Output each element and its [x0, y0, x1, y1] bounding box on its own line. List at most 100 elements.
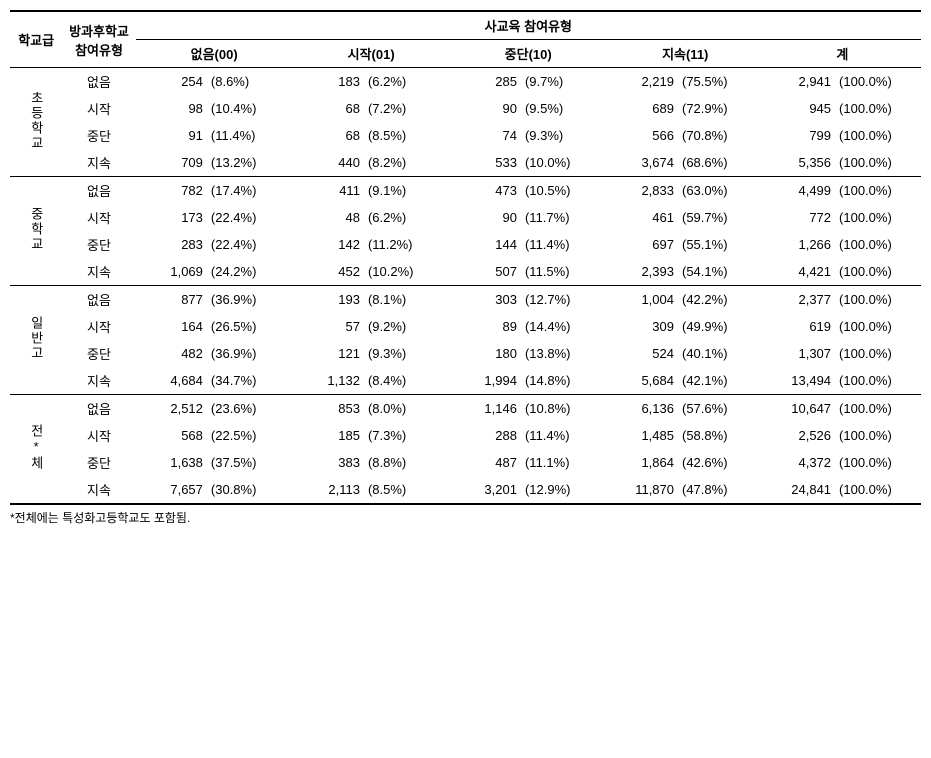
row-label: 지속: [62, 258, 135, 286]
cell-num: 91: [136, 122, 209, 149]
table-row: 지속 7,657(30.8%) 2,113(8.5%) 3,201(12.9%)…: [10, 476, 921, 504]
cell-num: 121: [293, 340, 366, 367]
cell-num: 48: [293, 204, 366, 231]
cell-num: 1,132: [293, 367, 366, 395]
cell-num: 568: [136, 422, 209, 449]
cell-pct: (14.8%): [523, 367, 607, 395]
cell-num: 173: [136, 204, 209, 231]
cell-pct: (100.0%): [837, 286, 921, 314]
cell-num: 383: [293, 449, 366, 476]
cell-num: 2,393: [607, 258, 680, 286]
cell-pct: (10.4%): [209, 95, 293, 122]
cell-num: 2,833: [607, 177, 680, 205]
row-label: 시작: [62, 422, 135, 449]
cell-pct: (40.1%): [680, 340, 764, 367]
row-label: 지속: [62, 367, 135, 395]
cell-num: 524: [607, 340, 680, 367]
cell-num: 303: [450, 286, 523, 314]
cell-num: 13,494: [764, 367, 837, 395]
cell-pct: (36.9%): [209, 340, 293, 367]
cell-pct: (8.5%): [366, 122, 450, 149]
cell-pct: (9.7%): [523, 68, 607, 96]
cell-pct: (55.1%): [680, 231, 764, 258]
cell-pct: (49.9%): [680, 313, 764, 340]
cell-pct: (7.3%): [366, 422, 450, 449]
cell-pct: (59.7%): [680, 204, 764, 231]
footnote: *전체에는 특성화고등학교도 포함됨.: [10, 509, 921, 526]
level-general-high: 일반고: [27, 316, 46, 361]
cell-pct: (100.0%): [837, 258, 921, 286]
cell-pct: (22.4%): [209, 231, 293, 258]
cell-num: 452: [293, 258, 366, 286]
cell-pct: (11.4%): [209, 122, 293, 149]
table-row: 중단 1,638(37.5%) 383(8.8%) 487(11.1%) 1,8…: [10, 449, 921, 476]
cell-pct: (100.0%): [837, 395, 921, 423]
cell-pct: (36.9%): [209, 286, 293, 314]
data-table: 학교급 방과후학교 참여유형 사교육 참여유형 없음(00) 시작(01) 중단…: [10, 10, 921, 505]
header-stop: 중단(10): [450, 40, 607, 68]
cell-num: 877: [136, 286, 209, 314]
cell-pct: (11.4%): [523, 231, 607, 258]
cell-num: 411: [293, 177, 366, 205]
cell-pct: (10.8%): [523, 395, 607, 423]
cell-num: 68: [293, 95, 366, 122]
header-total: 계: [764, 40, 921, 68]
cell-num: 482: [136, 340, 209, 367]
cell-num: 309: [607, 313, 680, 340]
table-row: 일반고 없음 877(36.9%) 193(8.1%) 303(12.7%) 1…: [10, 286, 921, 314]
cell-num: 507: [450, 258, 523, 286]
row-label: 중단: [62, 449, 135, 476]
cell-num: 5,684: [607, 367, 680, 395]
row-label: 시작: [62, 313, 135, 340]
cell-pct: (22.4%): [209, 204, 293, 231]
cell-pct: (10.2%): [366, 258, 450, 286]
cell-pct: (8.4%): [366, 367, 450, 395]
cell-pct: (70.8%): [680, 122, 764, 149]
cell-pct: (12.7%): [523, 286, 607, 314]
cell-pct: (8.6%): [209, 68, 293, 96]
cell-num: 6,136: [607, 395, 680, 423]
table-row: 지속 709(13.2%) 440(8.2%) 533(10.0%) 3,674…: [10, 149, 921, 177]
header-none: 없음(00): [136, 40, 293, 68]
cell-pct: (13.2%): [209, 149, 293, 177]
table-row: 시작 568(22.5%) 185(7.3%) 288(11.4%) 1,485…: [10, 422, 921, 449]
cell-num: 4,499: [764, 177, 837, 205]
cell-pct: (100.0%): [837, 422, 921, 449]
cell-pct: (100.0%): [837, 122, 921, 149]
cell-pct: (58.8%): [680, 422, 764, 449]
cell-pct: (63.0%): [680, 177, 764, 205]
cell-num: 487: [450, 449, 523, 476]
cell-num: 7,657: [136, 476, 209, 504]
cell-pct: (57.6%): [680, 395, 764, 423]
cell-pct: (11.2%): [366, 231, 450, 258]
cell-num: 440: [293, 149, 366, 177]
cell-pct: (100.0%): [837, 340, 921, 367]
cell-pct: (9.3%): [523, 122, 607, 149]
cell-pct: (17.4%): [209, 177, 293, 205]
cell-num: 945: [764, 95, 837, 122]
cell-pct: (34.7%): [209, 367, 293, 395]
table-row: 시작 98(10.4%) 68(7.2%) 90(9.5%) 689(72.9%…: [10, 95, 921, 122]
cell-pct: (100.0%): [837, 177, 921, 205]
cell-pct: (47.8%): [680, 476, 764, 504]
header-continue: 지속(11): [607, 40, 764, 68]
cell-pct: (42.6%): [680, 449, 764, 476]
cell-num: 2,512: [136, 395, 209, 423]
cell-num: 619: [764, 313, 837, 340]
cell-pct: (100.0%): [837, 231, 921, 258]
cell-pct: (23.6%): [209, 395, 293, 423]
row-label: 지속: [62, 476, 135, 504]
cell-num: 285: [450, 68, 523, 96]
cell-pct: (11.4%): [523, 422, 607, 449]
table-row: 중단 283(22.4%) 142(11.2%) 144(11.4%) 697(…: [10, 231, 921, 258]
cell-num: 90: [450, 95, 523, 122]
cell-num: 1,307: [764, 340, 837, 367]
cell-pct: (100.0%): [837, 476, 921, 504]
row-label: 중단: [62, 231, 135, 258]
table-row: 중단 482(36.9%) 121(9.3%) 180(13.8%) 524(4…: [10, 340, 921, 367]
cell-num: 697: [607, 231, 680, 258]
cell-pct: (12.9%): [523, 476, 607, 504]
row-label: 없음: [62, 68, 135, 96]
row-label: 없음: [62, 177, 135, 205]
cell-pct: (68.6%): [680, 149, 764, 177]
